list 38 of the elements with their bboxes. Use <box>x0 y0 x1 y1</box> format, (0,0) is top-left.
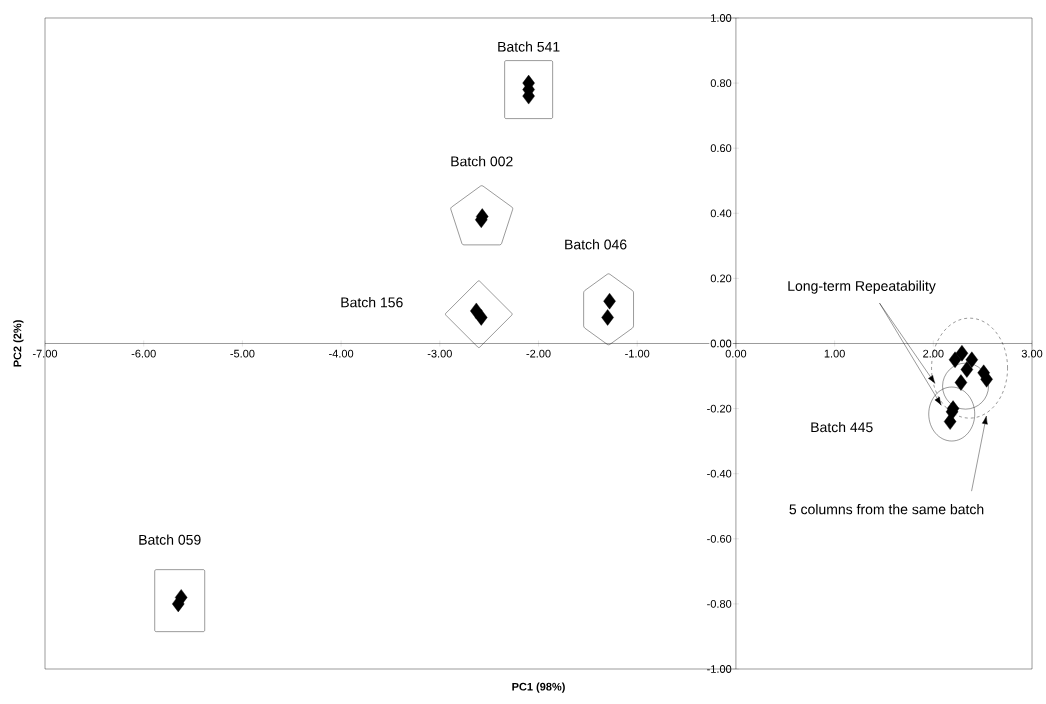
annotation: Batch 541 <box>498 41 560 52</box>
point <box>965 351 979 368</box>
annotation: Batch 156 <box>341 297 403 308</box>
annotation: 5 columns from the same batch <box>789 504 984 515</box>
x-tick-label: -7.00 <box>32 349 58 358</box>
x-tick-label: 3.00 <box>1021 349 1043 358</box>
annotation: Batch 445 <box>811 421 873 433</box>
annotation: Batch 046 <box>565 239 627 250</box>
point <box>601 309 614 326</box>
x-tick-label: 1.00 <box>824 349 845 358</box>
y-tick-label: -0.40 <box>707 469 732 478</box>
y-tick-label: 0.60 <box>710 144 732 153</box>
y-tick-label: 0.00 <box>710 339 732 348</box>
x-tick-label: -2.00 <box>526 349 551 358</box>
point <box>948 351 962 368</box>
x-tick-label: -5.00 <box>230 349 255 358</box>
x-axis-title: PC1 (98%) <box>512 682 565 693</box>
x-tick-label: -4.00 <box>329 349 354 358</box>
annotation: Long-term Repeatability <box>788 280 936 294</box>
y-tick-label: 0.20 <box>710 274 732 283</box>
y-tick-label: -0.60 <box>707 534 732 543</box>
y-tick-label: 0.80 <box>710 79 732 87</box>
point <box>960 361 974 378</box>
x-tick-label: -6.00 <box>131 349 156 358</box>
x-tick-label: -3.00 <box>427 349 452 358</box>
y-tick-label: -0.20 <box>707 404 732 413</box>
y-axis-title: PC2 (2%) <box>13 320 24 367</box>
point <box>955 345 969 362</box>
x-tick-label: -1.00 <box>625 349 650 358</box>
y-tick-label: 1.00 <box>711 14 732 22</box>
annotation: Batch 059 <box>139 534 201 545</box>
annotation: Batch 002 <box>451 156 513 167</box>
point <box>603 292 616 310</box>
y-tick-label: 0.40 <box>710 209 732 218</box>
y-tick-label: -1.00 <box>707 665 732 673</box>
x-tick-label: 2.00 <box>923 349 944 358</box>
y-tick-label: -0.80 <box>707 600 732 608</box>
x-tick-label: 0.00 <box>725 349 747 358</box>
